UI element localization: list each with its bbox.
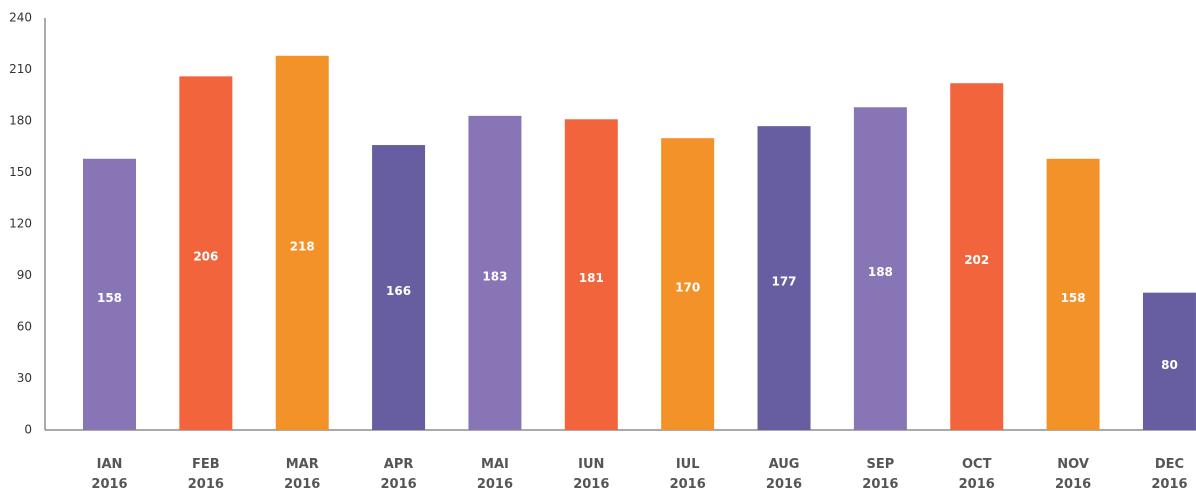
bar (853, 107, 907, 431)
y-tick-label: 240 (9, 11, 32, 25)
bar (179, 76, 233, 430)
x-tick-label: SEP 2016 (862, 457, 898, 492)
value-label: 218 (290, 239, 315, 253)
y-tick-label: 60 (17, 320, 32, 334)
bar (372, 145, 426, 431)
x-tick-label: IUL 2016 (670, 457, 706, 492)
x-tick-label: NOV 2016 (1055, 457, 1091, 492)
value-label: 158 (97, 291, 122, 305)
x-tick-label: IUN 2016 (573, 457, 609, 492)
bar (1142, 292, 1196, 430)
x-tick-label: APR 2016 (380, 457, 416, 492)
y-tick-label: 210 (9, 62, 32, 76)
x-tick-label: DEC 2016 (1151, 457, 1187, 492)
value-label: 170 (675, 281, 700, 295)
bar (1046, 158, 1100, 430)
value-label: 177 (771, 275, 796, 289)
value-label: 80 (1161, 358, 1178, 372)
x-tick-label: OCT 2016 (959, 457, 995, 492)
bar (83, 158, 136, 430)
value-label: 181 (579, 271, 604, 285)
value-label: 183 (482, 269, 507, 283)
y-tick-label: 90 (17, 268, 32, 282)
bar (275, 55, 329, 431)
value-label: 202 (964, 253, 989, 267)
bar (661, 138, 715, 430)
x-tick-label: IAN 2016 (91, 457, 127, 492)
bar (757, 126, 811, 431)
value-label: 206 (193, 250, 218, 264)
value-label: 158 (1061, 291, 1086, 305)
bar (468, 115, 522, 430)
x-tick-label: MAI 2016 (477, 457, 513, 492)
bar (564, 119, 618, 431)
y-tick-label: 150 (9, 165, 32, 179)
bar (950, 83, 1004, 430)
value-label: 166 (386, 284, 411, 298)
x-tick-label: FEB 2016 (188, 457, 224, 492)
y-tick-label: 0 (24, 423, 32, 437)
x-tick-label: MAR 2016 (284, 457, 320, 492)
y-tick-label: 30 (17, 371, 32, 385)
x-tick-label: AUG 2016 (766, 457, 802, 492)
value-label: 188 (868, 265, 893, 279)
y-tick-label: 120 (9, 217, 32, 231)
y-tick-label: 180 (9, 114, 32, 128)
